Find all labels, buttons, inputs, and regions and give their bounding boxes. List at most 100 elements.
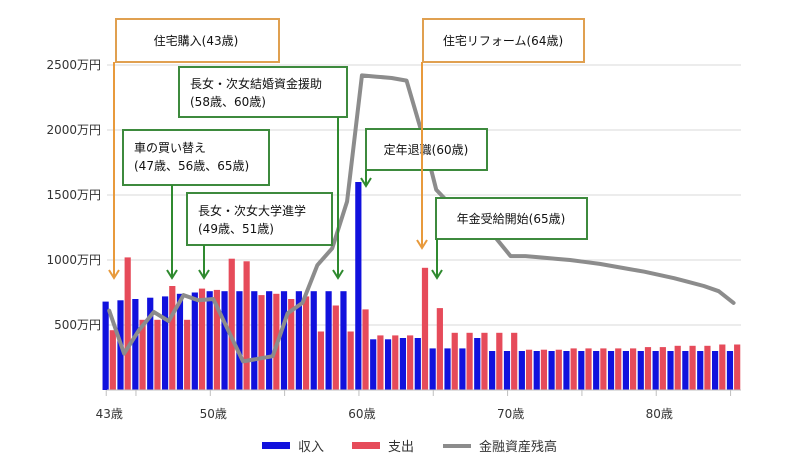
income-bar [726,351,734,390]
income-bar [251,291,258,390]
income-bar [295,291,302,390]
expense-bar [719,344,726,390]
income-bar [518,351,525,390]
expense-bar [540,349,548,390]
income-bar [503,351,511,390]
expense-bar [109,330,116,390]
expense-bar [466,332,473,390]
expense-bar [644,347,652,390]
income-bar [221,291,228,390]
income-bar [533,351,540,390]
income-bar [459,348,466,390]
y-tick-label: 500万円 [54,318,101,332]
x-tick-label: 43歳 [96,407,123,421]
expense-bar [630,348,637,390]
expense-bar [169,286,176,390]
expense-bar [243,261,250,390]
arrow-head-icon [198,269,210,280]
expense-bar [124,257,131,390]
legend-label: 収入 [298,440,324,455]
expense-bar [332,305,339,390]
x-tick-label: 80歳 [646,407,673,421]
callout-box [122,129,270,186]
callout-text: 車の買い替え [134,141,206,155]
callout-text: 住宅購入(43歳) [154,33,239,48]
expense-bar [213,289,220,390]
expense-bar [496,332,503,390]
expense-bar [451,332,458,390]
expense-bar [392,335,399,390]
income-bar [414,338,421,390]
income-bar [355,182,362,390]
y-tick-label: 2000万円 [46,123,101,137]
expense-bar [525,349,533,390]
expense-bar [139,319,146,390]
income-bar [310,291,317,390]
callout-box [422,18,585,63]
x-tick-label: 70歳 [497,407,524,421]
expense-bar [689,345,696,390]
expense-bar [154,319,161,390]
income-bar [637,351,644,390]
expense-bar [347,331,354,390]
expense-bar [407,335,414,390]
y-tick-label: 2500万円 [46,58,101,72]
y-tick-label: 1500万円 [46,188,101,202]
callout-text: (47歳、56歳、65歳) [134,159,249,173]
income-bar [697,351,704,390]
arrow-head-icon [332,269,344,280]
income-bar [652,351,659,390]
expense-bar [302,296,310,390]
expense-bar [659,347,666,390]
expense-bar [585,348,592,390]
expense-bar [258,295,265,390]
legend: 収入 支出 金融資産残高 [262,439,557,455]
expense-bar [421,267,429,390]
income-bar [132,299,139,390]
income-bar [607,351,615,390]
income-bar [578,351,585,390]
income-bar [489,351,496,390]
income-bar [444,348,451,390]
legend-swatch [352,442,380,449]
callout-text: 住宅リフォーム(64歳) [443,33,563,48]
callout-box [115,18,280,63]
legend-item: 支出 [352,440,414,455]
income-bar [147,297,154,390]
callout-text: 長女・次女大学進学 [198,203,306,218]
income-bar [161,296,169,390]
expense-bar [555,349,562,390]
expense-bar [615,348,622,390]
callout-university: 長女・次女大学進学 (49歳、51歳) [186,192,333,280]
income-bar [191,292,198,390]
callout-text: (58歳、60歳) [190,95,266,109]
legend-item: 収入 [262,440,324,455]
expense-bar [674,345,681,390]
arrow-head-icon [166,269,178,280]
expense-bar [704,345,711,390]
expense-bar [436,308,443,390]
income-bar [682,351,689,390]
callout-home-renovation: 住宅リフォーム(64歳) [416,18,585,250]
income-bar [206,291,213,390]
income-bar [548,351,555,390]
expense-bar [228,258,235,390]
income-bar [399,338,407,390]
legend-label: 支出 [388,440,414,455]
income-bar [280,291,288,390]
callout-text: 年金受給開始(65歳) [457,211,566,226]
x-tick-label: 50歳 [200,407,227,421]
income-bar [622,351,630,390]
income-bar [102,301,109,390]
arrow-head-icon [108,269,120,280]
legend-label: 金融資産残高 [479,439,557,455]
callout-retirement: 定年退職(60歳) [360,128,488,188]
callout-box [365,128,488,171]
callout-box [186,192,333,246]
income-bar [563,351,570,390]
legend-item: 金融資産残高 [443,439,557,455]
callout-car-replacement: 車の買い替え (47歳、56歳、65歳) [122,129,270,280]
income-bar [474,338,481,390]
arrow-head-icon [431,269,443,280]
